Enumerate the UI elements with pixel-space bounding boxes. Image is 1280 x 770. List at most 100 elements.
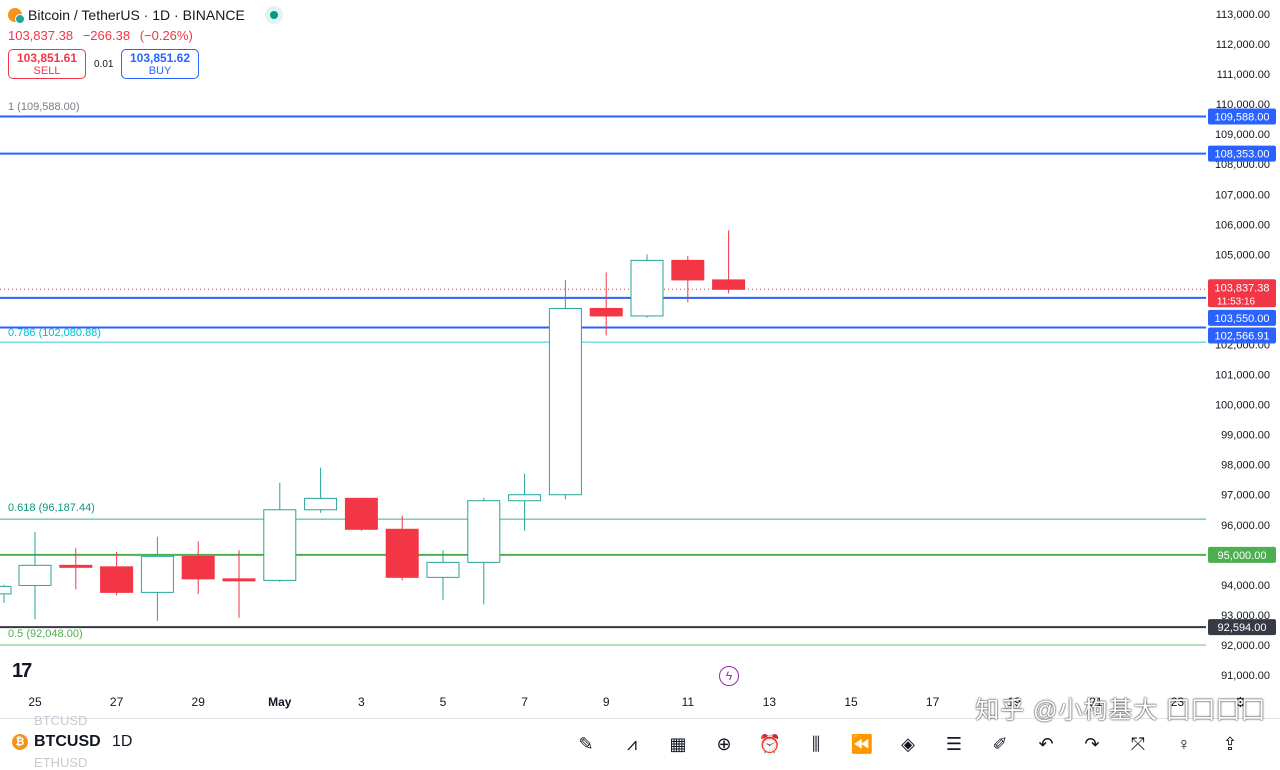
y-tick-label: 98,000.00 xyxy=(1221,460,1270,472)
gear-icon[interactable]: ⚙ xyxy=(1234,694,1247,710)
pencil-icon[interactable]: ✐ xyxy=(992,733,1008,754)
y-tick-label: 93,000.00 xyxy=(1221,610,1270,622)
y-tick-label: 112,000.00 xyxy=(1216,39,1270,51)
buy-label: BUY xyxy=(148,65,172,77)
watermark: 知乎 @小枸基大 囗囗囗囗 xyxy=(975,697,1266,724)
fib-level-label: 0.5 (92,048.00) xyxy=(8,628,83,640)
x-tick-label: 11 xyxy=(682,695,695,709)
flash-icon[interactable]: ϟ xyxy=(719,666,739,686)
fib-level-label: 0.786 (102,080.88) xyxy=(8,327,101,339)
y-tick-label: 91,000.00 xyxy=(1221,670,1270,682)
market-open-icon xyxy=(264,6,283,24)
x-tick-label: May xyxy=(268,695,292,709)
x-tick-label: 7 xyxy=(521,695,528,709)
level-price-box xyxy=(1208,546,1276,563)
x-tick-label: 27 xyxy=(110,695,124,709)
candle-body xyxy=(671,259,705,281)
candle-body xyxy=(630,259,664,317)
x-tick-label: 15 xyxy=(844,695,858,709)
symbol-label: BTCUSD xyxy=(34,733,101,750)
y-tick-label: 94,000.00 xyxy=(1221,580,1270,592)
bottom-toolbar: BTCUSD ₿ BTCUSD ETHUSD 1D ✎ ⩘ ▦ ⊕ ⏰ ⫼ ⏪ … xyxy=(0,713,1280,770)
tradingview-logo-icon: 17 xyxy=(12,660,32,682)
symbol-title[interactable]: Bitcoin / TetherUS · 1D · BINANCE xyxy=(28,7,245,23)
settings-sliders-icon[interactable]: ☰ xyxy=(945,733,963,754)
price-change: −266.38 xyxy=(82,28,131,43)
x-tick-label: 13 xyxy=(763,695,777,709)
bitcoin-icon xyxy=(8,8,25,24)
level-price-label: 109,588.00 xyxy=(1214,112,1269,124)
y-tick-label: 107,000.00 xyxy=(1215,189,1270,201)
alarm-icon[interactable]: ⏰ xyxy=(758,733,782,754)
candle-body xyxy=(304,497,338,511)
y-tick-label: 110,000.00 xyxy=(1216,99,1270,111)
buy-button[interactable]: 103,851.62 BUY xyxy=(121,49,199,79)
draw-icon[interactable]: ✎ xyxy=(578,733,594,754)
interval-selector[interactable]: 1D xyxy=(112,733,133,750)
symbol-selector[interactable]: ₿ BTCUSD xyxy=(12,733,101,751)
level-price-box xyxy=(1208,309,1276,326)
ideas-icon[interactable]: ♀ xyxy=(1177,733,1191,754)
candle-body xyxy=(263,509,297,581)
bitcoin-icon: ₿ xyxy=(12,734,28,750)
price-change-pct: (−0.26%) xyxy=(139,28,193,43)
candles-icon[interactable]: ⫼ xyxy=(811,733,821,754)
candle-body xyxy=(344,497,378,530)
y-tick-label: 105,000.00 xyxy=(1215,249,1270,261)
candle-body xyxy=(100,566,134,593)
candle-body xyxy=(222,578,256,582)
undo-icon[interactable]: ↶ xyxy=(1038,733,1054,754)
candle-body xyxy=(508,494,542,502)
last-price: 103,837.38 xyxy=(8,28,74,43)
replay-icon[interactable]: ⏪ xyxy=(850,733,874,754)
y-tick-label: 97,000.00 xyxy=(1221,490,1270,502)
y-tick-label: 100,000.00 xyxy=(1215,400,1270,412)
last-price-box xyxy=(1208,279,1276,308)
x-tick-label: 29 xyxy=(192,695,206,709)
level-price-box xyxy=(1208,619,1276,636)
buy-price: 103,851.62 xyxy=(129,51,191,65)
level-price-label: 108,353.00 xyxy=(1214,149,1269,161)
fib-level-label: 1 (109,588.00) xyxy=(8,101,80,113)
level-price-label: 103,550.00 xyxy=(1214,313,1269,325)
sell-button[interactable]: 103,851.61 SELL xyxy=(8,49,86,79)
price-chart[interactable]: 91,000.00 92,000.00 93,000.00 94,000.00 95,0… xyxy=(0,0,1280,718)
add-icon[interactable]: ⊕ xyxy=(716,733,732,754)
candle-body xyxy=(0,585,12,595)
x-tick-label: 17 xyxy=(926,695,940,709)
redo-icon[interactable]: ↷ xyxy=(1084,733,1100,754)
candle-body xyxy=(140,555,174,593)
level-price-box xyxy=(1208,145,1276,162)
candle-body xyxy=(18,564,52,586)
x-tick-label: 3 xyxy=(358,695,365,709)
y-tick-label: 108,000.00 xyxy=(1215,159,1270,171)
candle-body xyxy=(548,307,582,496)
y-tick-label: 111,000.00 xyxy=(1217,69,1270,81)
candle-body xyxy=(589,307,623,317)
y-tick-label: 113,000.00 xyxy=(1216,9,1270,21)
candle-body xyxy=(385,528,419,578)
candle-body xyxy=(467,500,501,563)
y-tick-label: 101,000.00 xyxy=(1215,370,1270,382)
share-icon[interactable]: ⇪ xyxy=(1222,733,1238,754)
last-price-label: 103,837.38 xyxy=(1214,282,1269,294)
indicators-icon[interactable]: ⩘ xyxy=(626,733,638,754)
tool-icons: ✎ ⩘ ▦ ⊕ ⏰ ⫼ ⏪ ◈ ☰ ✐ ↶ ↷ ⤧ ♀ ⇪ xyxy=(568,731,1248,757)
level-price-label: 102,566.91 xyxy=(1214,330,1269,342)
fullscreen-icon[interactable]: ⤧ xyxy=(1130,733,1146,754)
ghost-symbol-above: BTCUSD xyxy=(34,713,88,728)
y-tick-label: 92,000.00 xyxy=(1221,640,1270,652)
level-price-label: 92,594.00 xyxy=(1218,622,1267,634)
fib-level-label: 0.618 (96,187.44) xyxy=(8,502,95,514)
chart-header: Bitcoin / TetherUS · 1D · BINANCE xyxy=(8,6,283,24)
x-tick-label: 19 xyxy=(1008,695,1022,709)
y-tick-label: 99,000.00 xyxy=(1221,430,1270,442)
layers-icon[interactable]: ◈ xyxy=(901,733,915,754)
candle-body xyxy=(712,279,746,290)
candle-body xyxy=(181,555,215,580)
x-tick-label: 25 xyxy=(28,695,42,709)
sell-label: SELL xyxy=(33,65,61,77)
layout-icon[interactable]: ▦ xyxy=(669,733,687,754)
sell-price: 103,851.61 xyxy=(16,51,78,65)
candle-body xyxy=(426,561,460,578)
